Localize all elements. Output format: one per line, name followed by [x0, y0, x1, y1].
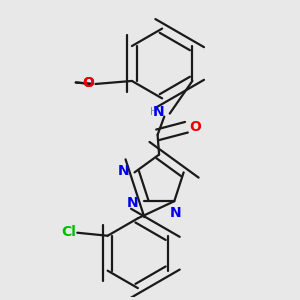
Text: O: O — [82, 76, 94, 90]
Text: N: N — [170, 206, 182, 220]
Text: N: N — [127, 196, 139, 210]
Text: O: O — [82, 76, 94, 90]
Text: H: H — [150, 107, 158, 117]
Text: N: N — [118, 164, 129, 178]
Text: N: N — [153, 105, 164, 119]
Text: Cl: Cl — [61, 225, 76, 239]
Text: O: O — [189, 120, 201, 134]
